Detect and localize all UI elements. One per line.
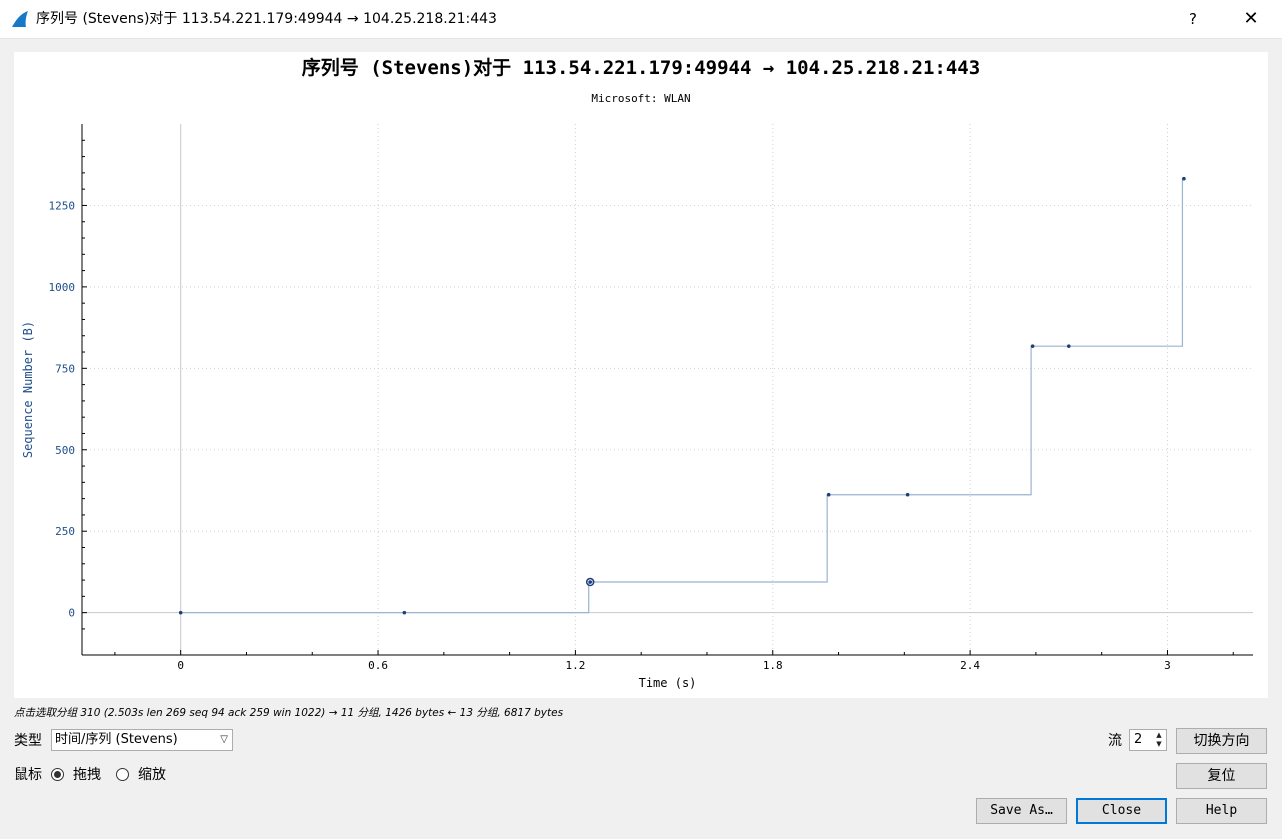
x-tick-label: 0.6 — [368, 659, 388, 672]
data-point[interactable] — [178, 610, 183, 615]
switch-direction-button[interactable]: 切换方向 — [1176, 728, 1267, 754]
data-point[interactable] — [905, 492, 910, 497]
type-label: 类型 — [14, 733, 42, 749]
data-point[interactable] — [1030, 344, 1035, 348]
y-tick-label: 1250 — [49, 199, 76, 212]
x-tick-label: 1.2 — [565, 659, 585, 672]
x-tick-label: 0 — [177, 659, 184, 672]
data-point[interactable] — [826, 492, 831, 497]
close-button[interactable]: Close — [1076, 798, 1167, 824]
graph-type-select[interactable]: 时间/序列 (Stevens) ▽ — [51, 729, 233, 751]
zoom-radio[interactable] — [116, 768, 129, 781]
sequence-chart[interactable]: 序列号 (Stevens)对于 113.54.221.179:49944 → 1… — [14, 52, 1268, 698]
x-tick-label: 3 — [1164, 659, 1171, 672]
graph-type-value: 时间/序列 (Stevens) — [55, 732, 178, 747]
data-point[interactable] — [588, 580, 593, 584]
window-title: 序列号 (Stevens)对于 113.54.221.179:49944 → 1… — [36, 11, 497, 27]
y-tick-label: 250 — [55, 525, 75, 538]
selected-packet-marker — [585, 577, 595, 587]
help-button[interactable]: Help — [1176, 798, 1267, 824]
reset-button[interactable]: 复位 — [1176, 763, 1267, 789]
mouse-label: 鼠标 — [14, 767, 42, 783]
stream-spinbox[interactable]: 2 ▲ ▼ — [1129, 729, 1167, 751]
data-point[interactable] — [1182, 176, 1186, 181]
zoom-label[interactable]: 缩放 — [138, 767, 166, 783]
spin-up-icon[interactable]: ▲ — [1156, 731, 1162, 739]
x-tick-label: 1.8 — [763, 659, 783, 672]
data-point[interactable] — [1066, 344, 1071, 348]
chart-title: 序列号 (Stevens)对于 113.54.221.179:49944 → 1… — [302, 56, 980, 79]
save-as-button[interactable]: Save As… — [976, 798, 1067, 824]
stream-label: 流 — [1108, 733, 1122, 749]
title-bar: 序列号 (Stevens)对于 113.54.221.179:49944 → 1… — [0, 0, 1282, 39]
status-hint: 点击选取分组 310 (2.503s len 269 seq 94 ack 25… — [14, 707, 564, 719]
y-tick-label: 0 — [68, 607, 75, 620]
stream-value: 2 — [1134, 732, 1143, 747]
help-icon[interactable]: ? — [1189, 10, 1197, 28]
graph-canvas[interactable]: 序列号 (Stevens)对于 113.54.221.179:49944 → 1… — [14, 52, 1268, 698]
chevron-down-icon: ▽ — [220, 734, 228, 745]
y-tick-label: 750 — [55, 362, 75, 375]
drag-label[interactable]: 拖拽 — [73, 767, 101, 783]
close-icon[interactable]: ✕ — [1243, 8, 1259, 29]
wireshark-fin-icon — [12, 11, 28, 27]
x-axis-label: Time (s) — [639, 676, 697, 690]
chart-subtitle: Microsoft: WLAN — [591, 92, 690, 105]
y-tick-label: 1000 — [49, 281, 76, 294]
sequence-line — [180, 178, 1184, 614]
drag-radio[interactable] — [51, 768, 64, 781]
y-axis-label: Sequence Number (B) — [21, 321, 35, 458]
spin-down-icon[interactable]: ▼ — [1156, 740, 1162, 748]
y-tick-label: 500 — [55, 444, 75, 457]
x-tick-label: 2.4 — [960, 659, 980, 672]
data-point[interactable] — [402, 610, 407, 615]
